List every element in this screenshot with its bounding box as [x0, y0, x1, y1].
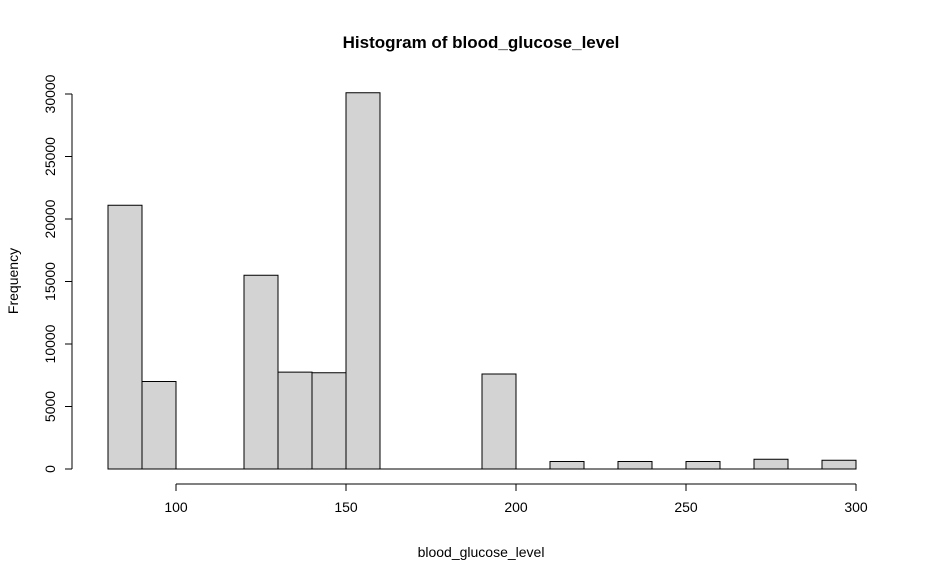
histogram-bar	[685, 461, 721, 470]
histogram-bar	[549, 461, 585, 470]
bars-group	[107, 92, 857, 470]
histogram-bar	[617, 461, 653, 470]
y-tick-label: 0	[42, 465, 58, 473]
histogram-bar	[243, 274, 279, 470]
histogram-bar	[141, 381, 177, 470]
histogram-bar	[821, 459, 857, 470]
x-tick-label: 100	[164, 499, 188, 515]
y-tick-label: 20000	[42, 199, 58, 238]
histogram-bar	[753, 458, 789, 470]
x-tick-label: 250	[674, 499, 698, 515]
x-tick-label: 300	[844, 499, 868, 515]
x-tick-label: 200	[504, 499, 528, 515]
histogram-bar	[311, 372, 347, 470]
y-tick-label: 5000	[42, 391, 58, 422]
histogram-bar	[481, 373, 517, 470]
y-axis: 0 5000 10000 15000 20000 25000 30000	[42, 74, 73, 473]
chart-title: Histogram of blood_glucose_level	[343, 33, 620, 52]
y-tick-label: 10000	[42, 324, 58, 363]
x-tick-label: 150	[334, 499, 358, 515]
x-axis-label: blood_glucose_level	[418, 544, 545, 560]
y-tick-label: 30000	[42, 74, 58, 113]
y-axis-label: Frequency	[5, 248, 21, 314]
histogram-bar	[277, 371, 313, 470]
histogram-bar	[107, 204, 143, 470]
x-axis: 100 150 200 250 300	[164, 483, 868, 515]
histogram-bar	[345, 92, 381, 470]
y-tick-label: 15000	[42, 262, 58, 301]
y-tick-label: 25000	[42, 137, 58, 176]
